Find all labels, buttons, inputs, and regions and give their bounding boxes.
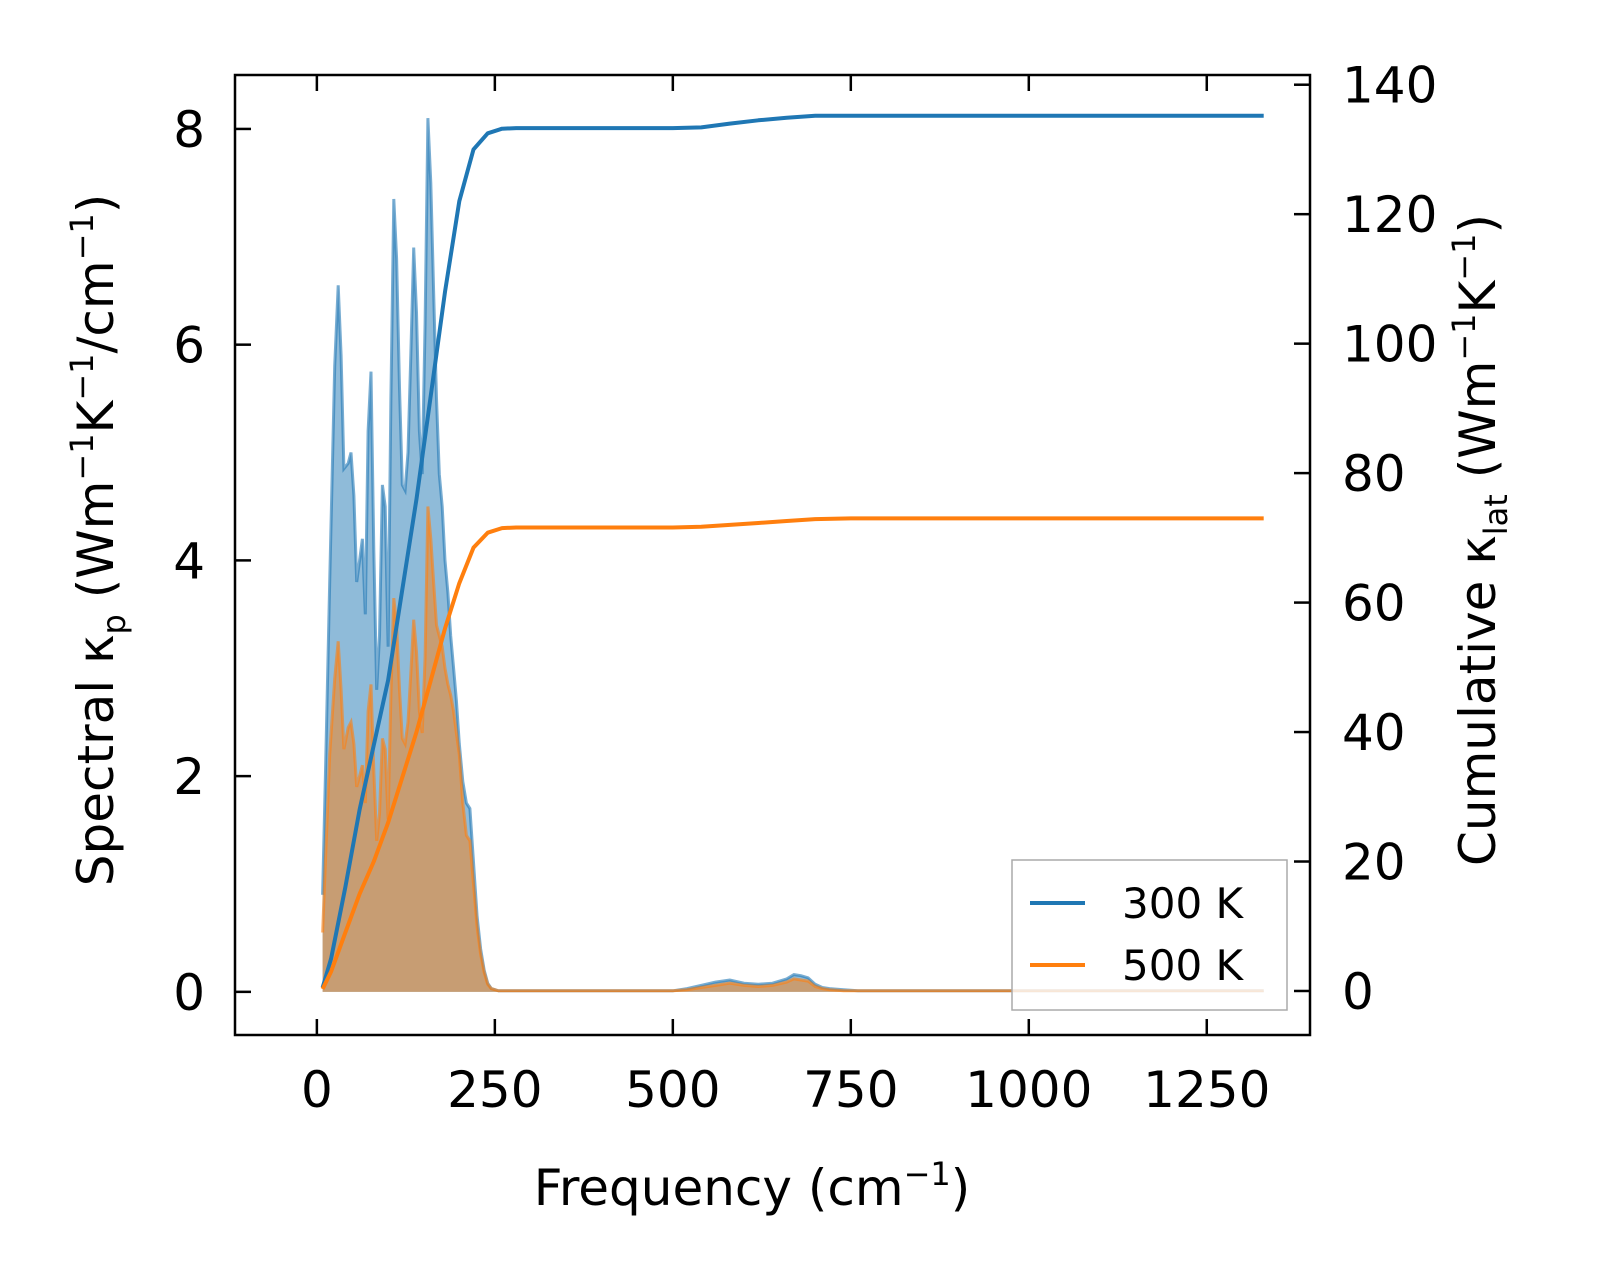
- legend-label-500k: 500 K: [1122, 941, 1245, 990]
- x-tick-label: 1250: [1143, 1061, 1270, 1119]
- y-left-tick-label: 2: [173, 748, 205, 806]
- spectral-area-500k: [322, 506, 1264, 992]
- y-right-tick-label: 140: [1342, 57, 1437, 115]
- y-left-tick-label: 6: [173, 317, 205, 375]
- legend: 300 K 500 K: [1011, 859, 1288, 1011]
- axes: 0 250 500 750 1000 12500246802040608010012014…: [173, 57, 1437, 1119]
- cumulative-line-300k: [320, 113, 1264, 989]
- y-left-tick-label: 0: [173, 964, 205, 1022]
- x-tick-label: 500: [625, 1061, 720, 1119]
- x-tick-label: 750: [803, 1061, 898, 1119]
- x-tick-label: 0: [301, 1061, 333, 1119]
- y-axis-left-title: Spectral κp (Wm−1K−1/cm−1): [63, 194, 133, 887]
- spectral-line-500k: [321, 506, 1264, 993]
- y-right-tick-label: 80: [1342, 445, 1406, 503]
- x-tick-label: 1000: [965, 1061, 1092, 1119]
- cumulative-line-500k: [320, 516, 1264, 990]
- y-right-tick-label: 0: [1342, 963, 1374, 1021]
- legend-frame: [1011, 859, 1288, 1011]
- legend-label-300k: 300 K: [1122, 879, 1245, 928]
- y-right-tick-label: 100: [1342, 316, 1437, 374]
- y-left-tick-label: 8: [173, 101, 205, 159]
- axes-frame: [233, 73, 1312, 1037]
- x-tick-label: 250: [447, 1061, 542, 1119]
- y-right-tick-label: 40: [1342, 704, 1406, 762]
- y-left-tick-label: 4: [173, 532, 205, 590]
- plot-area: [320, 113, 1264, 993]
- spectral-line-300k: [321, 118, 1264, 993]
- y-right-tick-label: 120: [1342, 186, 1437, 244]
- y-axis-right-title: Cumulative κlat (Wm−1K−1): [1445, 214, 1515, 866]
- y-right-tick-label: 60: [1342, 575, 1406, 633]
- y-right-tick-label: 20: [1342, 834, 1406, 892]
- x-axis-title: Frequency (cm−1): [534, 1155, 971, 1217]
